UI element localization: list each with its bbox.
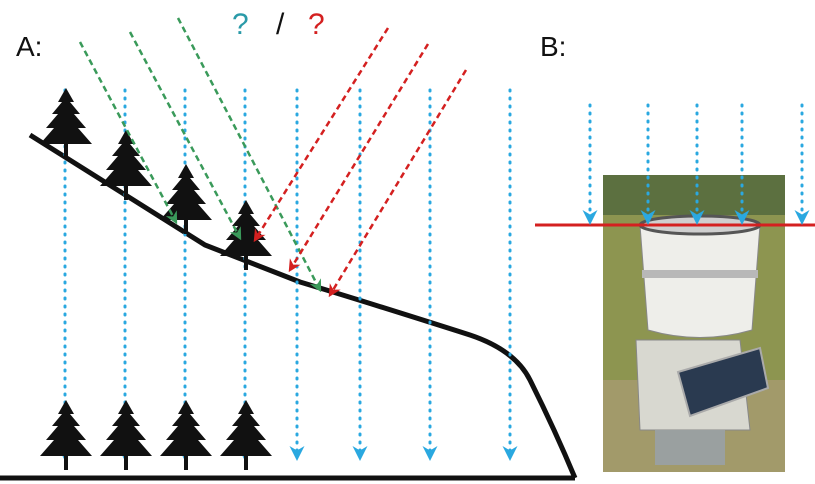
question-left: ?	[232, 8, 249, 41]
question-separator: /	[276, 8, 285, 41]
slope	[0, 135, 575, 478]
panel-label: A:	[16, 31, 42, 62]
rain-lines-a	[65, 90, 510, 458]
diagram: A: ? / ? B:	[0, 0, 815, 484]
trees	[40, 88, 272, 470]
gauge-photo	[603, 175, 785, 472]
panel-label: B:	[540, 31, 566, 62]
question-right: ?	[308, 8, 325, 41]
